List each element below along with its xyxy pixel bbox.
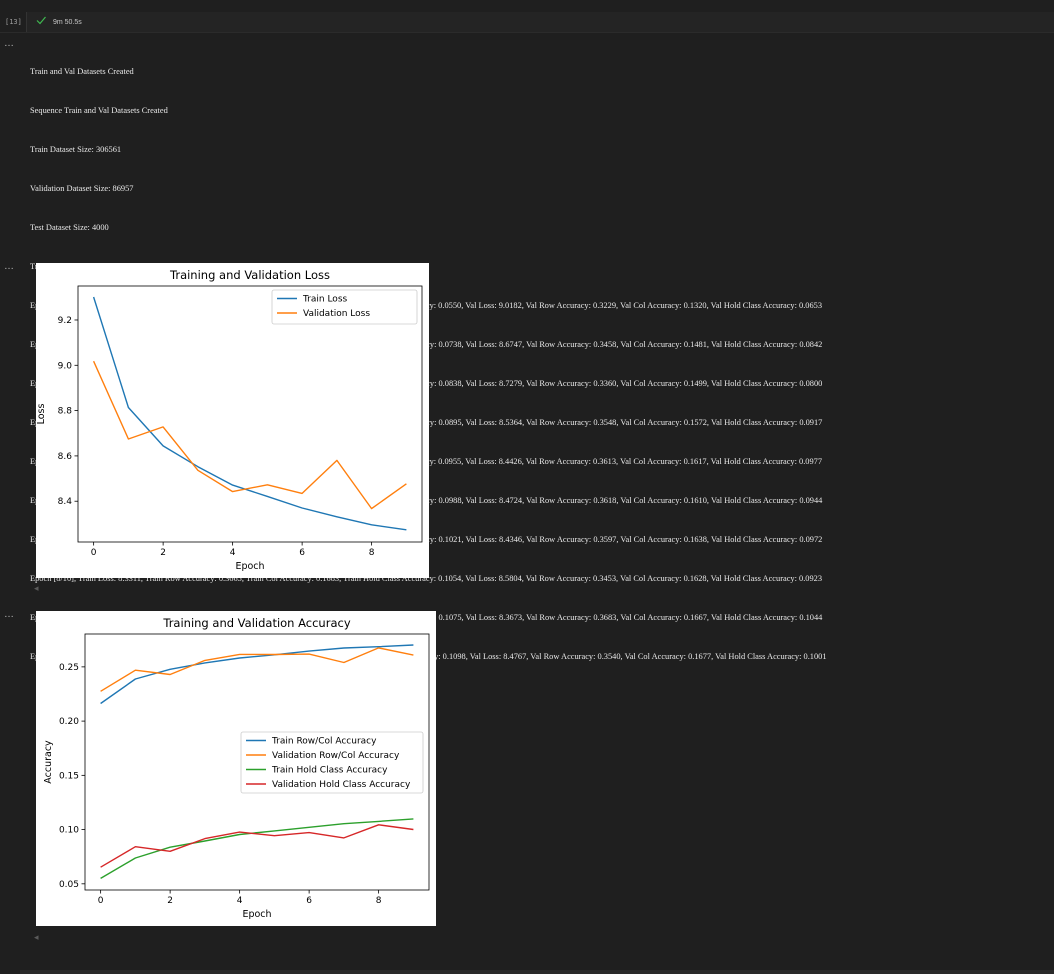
cell-header: [13] 9m 50.5s (0, 0, 1054, 33)
legend-label: Validation Loss (303, 309, 370, 319)
series-line-0 (100, 644, 414, 705)
loss-chart-svg: Training and Validation Loss 0 2 4 6 8 8.4 8.6 8… (36, 268, 423, 572)
x-tick-label: 0 (98, 896, 104, 906)
y-tick-label: 0.25 (59, 663, 79, 673)
horizontal-scrollbar[interactable] (20, 970, 1054, 974)
output-more-icon[interactable]: … (4, 38, 14, 49)
x-tick-label: 6 (306, 896, 312, 906)
y-axis-label: Accuracy (43, 740, 54, 784)
y-tick-label: 0.05 (59, 880, 79, 890)
output-more-icon[interactable]: … (4, 261, 14, 272)
y-tick-label: 0.15 (59, 771, 79, 781)
y-tick-label: 9.0 (58, 361, 73, 371)
accuracy-plot: Training and Validation Accuracy 0 2 4 6 8 0.0… (36, 611, 436, 926)
x-axis-label: Epoch (235, 561, 264, 572)
x-tick-label: 2 (167, 896, 173, 906)
x-tick-label: 4 (230, 548, 236, 558)
loss-plot: Training and Validation Loss 0 2 4 6 8 8.4 8.6 8… (36, 263, 429, 578)
scroll-left-icon[interactable]: ◂ (34, 932, 39, 942)
y-tick-label: 8.6 (58, 452, 73, 462)
chart-title: Training and Validation Loss (169, 268, 330, 282)
cell-status-bar[interactable]: 9m 50.5s (26, 12, 1054, 32)
series-line-1 (92, 360, 407, 510)
legend-label: Train Loss (302, 295, 348, 305)
plot-frame (77, 285, 423, 543)
execution-count: [13] (5, 18, 22, 26)
y-tick-label: 8.8 (58, 407, 73, 417)
plot-frame (84, 633, 430, 891)
y-tick-label: 0.10 (59, 826, 79, 836)
x-axis-label: Epoch (242, 909, 271, 920)
chart-title: Training and Validation Accuracy (162, 616, 350, 630)
legend-box (240, 731, 424, 794)
log-line: Train Dataset Size: 306561 (30, 145, 122, 154)
x-tick-label: 4 (237, 896, 243, 906)
legend-label: Validation Hold Class Accuracy (272, 780, 411, 790)
log-line: Train and Val Datasets Created (30, 67, 134, 76)
series-line-0 (92, 296, 407, 531)
x-tick-label: 8 (376, 896, 382, 906)
execution-time: 9m 50.5s (53, 19, 82, 26)
scroll-left-icon[interactable]: ◂ (34, 583, 39, 593)
x-tick-label: 2 (160, 548, 166, 558)
log-line: Epoch [8/10], Train Loss: 8.3311, Train … (30, 574, 823, 583)
series-line-2 (100, 818, 414, 880)
accuracy-chart-svg: Training and Validation Accuracy 0 2 4 6 8 0.0… (43, 616, 430, 920)
y-tick-label: 0.20 (59, 717, 79, 727)
y-tick-label: 9.2 (58, 316, 72, 326)
log-line: Test Dataset Size: 4000 (30, 223, 109, 232)
legend-box (271, 289, 418, 325)
legend-label: Validation Row/Col Accuracy (272, 751, 400, 761)
log-line: Validation Dataset Size: 86957 (30, 184, 134, 193)
series-line-1 (100, 647, 414, 692)
series-line-3 (100, 824, 414, 868)
x-tick-label: 8 (369, 548, 375, 558)
legend-label: Train Row/Col Accuracy (271, 737, 377, 747)
x-tick-label: 6 (299, 548, 305, 558)
log-line: Sequence Train and Val Datasets Created (30, 106, 168, 115)
x-tick-label: 0 (91, 548, 97, 558)
output-more-icon[interactable]: … (4, 609, 14, 620)
legend-label: Train Hold Class Accuracy (271, 766, 388, 776)
check-icon (36, 16, 46, 25)
y-axis-label: Loss (36, 404, 47, 425)
y-tick-label: 8.4 (58, 497, 73, 507)
